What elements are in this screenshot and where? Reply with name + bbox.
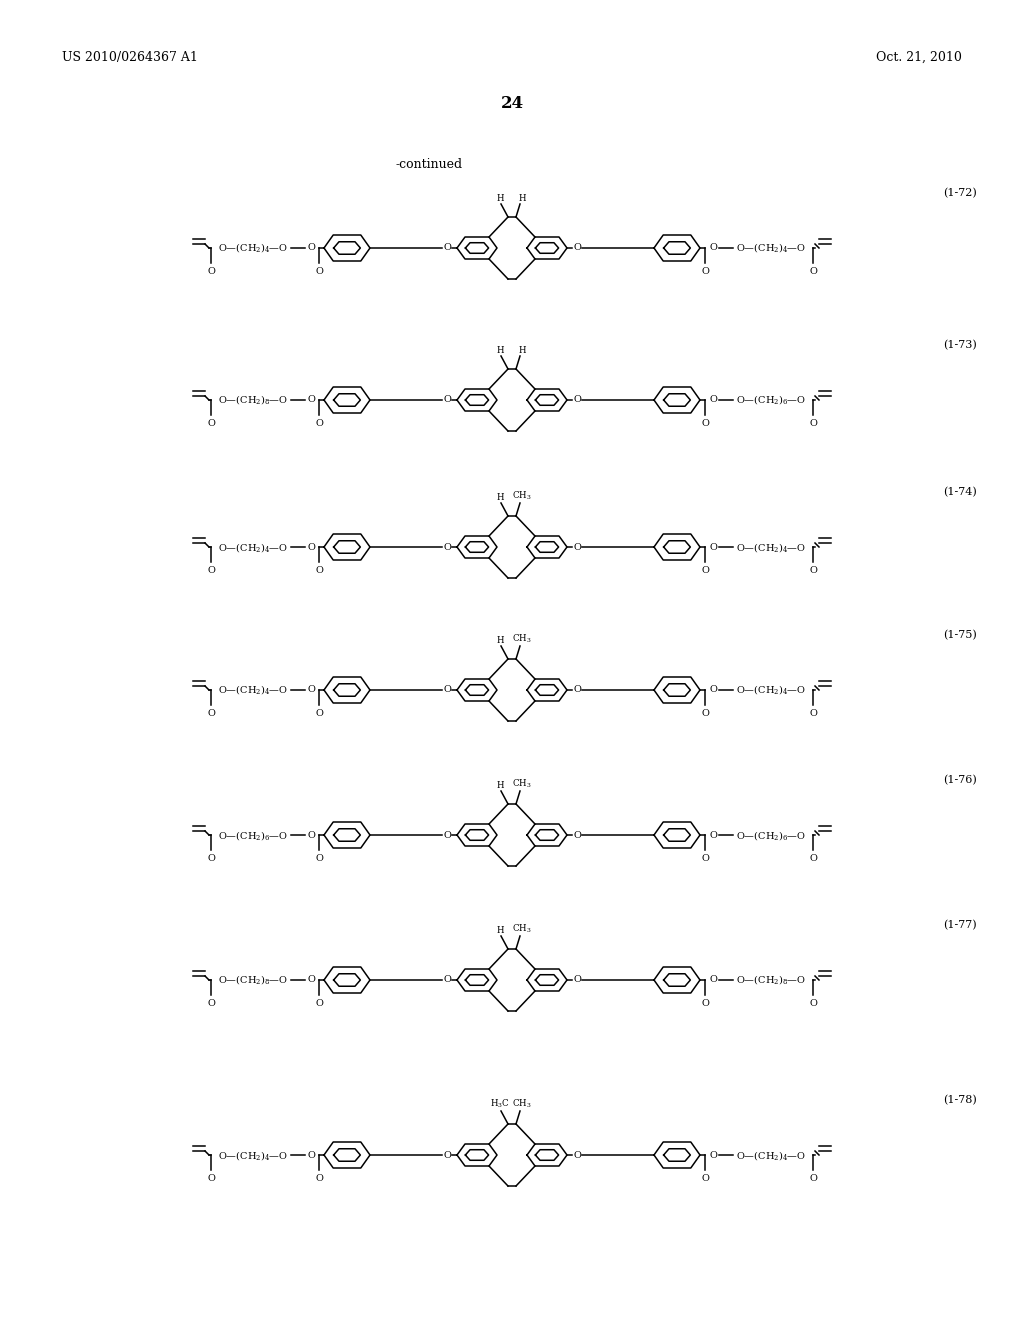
- Text: O—(CH$_2$)$_{8}$—O: O—(CH$_2$)$_{8}$—O: [736, 974, 806, 986]
- Text: CH$_3$: CH$_3$: [512, 490, 531, 502]
- Text: O: O: [315, 1173, 323, 1183]
- Text: H: H: [497, 781, 504, 789]
- Text: O: O: [809, 566, 817, 576]
- Text: O: O: [307, 830, 315, 840]
- Text: O: O: [573, 243, 581, 252]
- Text: O: O: [443, 685, 451, 694]
- Text: O: O: [573, 543, 581, 552]
- Text: O: O: [701, 999, 709, 1008]
- Text: O: O: [443, 830, 451, 840]
- Text: O—(CH$_2$)$_{6}$—O: O—(CH$_2$)$_{6}$—O: [736, 393, 806, 407]
- Text: O: O: [573, 685, 581, 694]
- Text: -continued: -continued: [395, 158, 462, 172]
- Text: H: H: [518, 346, 525, 355]
- Text: O: O: [207, 267, 215, 276]
- Text: O: O: [701, 1173, 709, 1183]
- Text: O: O: [315, 854, 323, 863]
- Text: O—(CH$_2$)$_{4}$—O: O—(CH$_2$)$_{4}$—O: [218, 242, 288, 255]
- Text: O: O: [709, 975, 717, 985]
- Text: O: O: [809, 999, 817, 1008]
- Text: O—(CH$_2$)$_{4}$—O: O—(CH$_2$)$_{4}$—O: [736, 1148, 806, 1162]
- Text: O—(CH$_2$)$_{4}$—O: O—(CH$_2$)$_{4}$—O: [736, 684, 806, 697]
- Text: O: O: [207, 999, 215, 1008]
- Text: O—(CH$_2$)$_{6}$—O: O—(CH$_2$)$_{6}$—O: [736, 829, 806, 842]
- Text: H: H: [497, 492, 504, 502]
- Text: O: O: [315, 709, 323, 718]
- Text: O: O: [315, 418, 323, 428]
- Text: O: O: [207, 709, 215, 718]
- Text: H: H: [518, 194, 525, 203]
- Text: (1-73): (1-73): [943, 339, 977, 350]
- Text: O: O: [701, 854, 709, 863]
- Text: O: O: [307, 975, 315, 985]
- Text: CH$_3$: CH$_3$: [512, 1097, 531, 1110]
- Text: O: O: [307, 685, 315, 694]
- Text: O: O: [709, 243, 717, 252]
- Text: O: O: [315, 999, 323, 1008]
- Text: O: O: [709, 830, 717, 840]
- Text: O: O: [809, 709, 817, 718]
- Text: H$_3$C: H$_3$C: [490, 1097, 510, 1110]
- Text: (1-77): (1-77): [943, 920, 977, 931]
- Text: O: O: [709, 543, 717, 552]
- Text: O: O: [809, 1173, 817, 1183]
- Text: O—(CH$_2$)$_{4}$—O: O—(CH$_2$)$_{4}$—O: [218, 684, 288, 697]
- Text: O: O: [573, 396, 581, 404]
- Text: O: O: [709, 1151, 717, 1159]
- Text: O: O: [307, 1151, 315, 1159]
- Text: O: O: [709, 396, 717, 404]
- Text: H: H: [497, 194, 504, 203]
- Text: (1-76): (1-76): [943, 775, 977, 785]
- Text: O: O: [573, 1151, 581, 1159]
- Text: H: H: [497, 927, 504, 935]
- Text: O—(CH$_2$)$_{4}$—O: O—(CH$_2$)$_{4}$—O: [736, 540, 806, 553]
- Text: O: O: [809, 418, 817, 428]
- Text: O: O: [809, 854, 817, 863]
- Text: O: O: [307, 396, 315, 404]
- Text: O: O: [207, 854, 215, 863]
- Text: O: O: [573, 830, 581, 840]
- Text: (1-78): (1-78): [943, 1094, 977, 1105]
- Text: O: O: [207, 566, 215, 576]
- Text: (1-75): (1-75): [943, 630, 977, 640]
- Text: O: O: [701, 709, 709, 718]
- Text: O: O: [709, 685, 717, 694]
- Text: O: O: [443, 243, 451, 252]
- Text: O: O: [443, 396, 451, 404]
- Text: 24: 24: [501, 95, 523, 111]
- Text: O: O: [315, 267, 323, 276]
- Text: O: O: [315, 566, 323, 576]
- Text: CH$_3$: CH$_3$: [512, 632, 531, 645]
- Text: H: H: [497, 636, 504, 645]
- Text: O: O: [443, 1151, 451, 1159]
- Text: (1-72): (1-72): [943, 187, 977, 198]
- Text: O: O: [207, 418, 215, 428]
- Text: O: O: [573, 975, 581, 985]
- Text: O—(CH$_2$)$_{4}$—O: O—(CH$_2$)$_{4}$—O: [736, 242, 806, 255]
- Text: O—(CH$_2$)$_{6}$—O: O—(CH$_2$)$_{6}$—O: [218, 829, 288, 842]
- Text: O: O: [307, 543, 315, 552]
- Text: O: O: [207, 1173, 215, 1183]
- Text: O—(CH$_2$)$_{4}$—O: O—(CH$_2$)$_{4}$—O: [218, 1148, 288, 1162]
- Text: O: O: [701, 267, 709, 276]
- Text: Oct. 21, 2010: Oct. 21, 2010: [877, 50, 962, 63]
- Text: O: O: [809, 267, 817, 276]
- Text: O: O: [701, 566, 709, 576]
- Text: O—(CH$_2$)$_{8}$—O: O—(CH$_2$)$_{8}$—O: [218, 393, 288, 407]
- Text: (1-74): (1-74): [943, 487, 977, 498]
- Text: H: H: [497, 346, 504, 355]
- Text: US 2010/0264367 A1: US 2010/0264367 A1: [62, 50, 198, 63]
- Text: O: O: [443, 543, 451, 552]
- Text: O: O: [307, 243, 315, 252]
- Text: O: O: [443, 975, 451, 985]
- Text: O—(CH$_2$)$_{4}$—O: O—(CH$_2$)$_{4}$—O: [218, 540, 288, 553]
- Text: CH$_3$: CH$_3$: [512, 923, 531, 935]
- Text: CH$_3$: CH$_3$: [512, 777, 531, 789]
- Text: O—(CH$_2$)$_{8}$—O: O—(CH$_2$)$_{8}$—O: [218, 974, 288, 986]
- Text: O: O: [701, 418, 709, 428]
